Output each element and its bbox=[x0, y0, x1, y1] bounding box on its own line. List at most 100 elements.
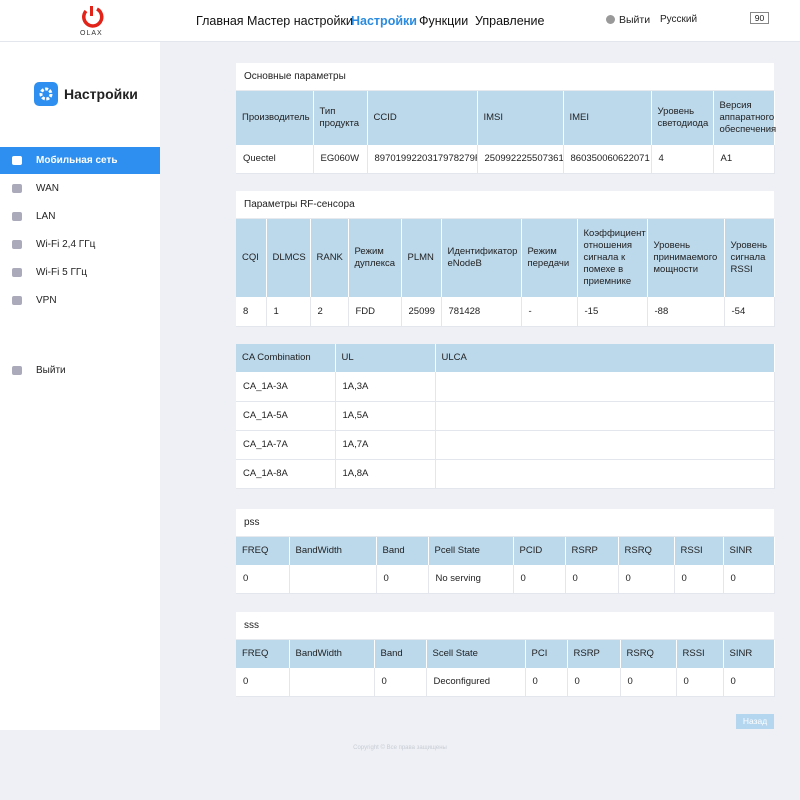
column-header: RSRP bbox=[565, 537, 619, 565]
panel-title: Основные параметры bbox=[236, 63, 774, 91]
column-header: FREQ bbox=[236, 640, 290, 668]
cell: 0 bbox=[676, 668, 724, 697]
nav-item[interactable]: Настройки bbox=[351, 14, 417, 28]
column-header: DLMCS bbox=[266, 219, 311, 297]
row: 8 1 2 FDD 25099 781428- -15 -88 -54 bbox=[236, 297, 775, 327]
nav-item[interactable]: Функции bbox=[419, 14, 469, 28]
sidebar-item[interactable]: WAN bbox=[0, 175, 160, 202]
sidebar-item[interactable]: Wi-Fi 5 ГГц bbox=[0, 259, 160, 286]
cell: 25099 bbox=[401, 297, 442, 327]
icon bbox=[12, 296, 22, 305]
column-header: IMEI bbox=[563, 91, 652, 145]
column-header: CCID bbox=[367, 91, 478, 145]
column-header: Режим передачи bbox=[521, 219, 578, 297]
column-header: Производитель bbox=[236, 91, 314, 145]
label: Выйти bbox=[36, 365, 66, 376]
row: CA_1A-3A 1A,3A bbox=[236, 372, 775, 402]
row: 0 0 Deconfigured 0 0 0 0 0 bbox=[236, 668, 775, 697]
logo-text: OLAX bbox=[80, 30, 103, 37]
nav-item[interactable]: Мастер настройки bbox=[247, 14, 353, 28]
settings-icon bbox=[34, 82, 58, 106]
cell: 0 bbox=[525, 668, 568, 697]
column-header: Band bbox=[374, 640, 427, 668]
column-header: IMSI bbox=[477, 91, 564, 145]
cell: Deconfigured bbox=[426, 668, 526, 697]
label: LAN bbox=[36, 211, 56, 222]
column-header: Уровень принимаемого мощности bbox=[647, 219, 725, 297]
cell: -88 bbox=[647, 297, 725, 327]
label: Мобильная сеть bbox=[36, 155, 118, 166]
panel: Основные параметры Производитель Тип проду… bbox=[236, 63, 776, 174]
column-header: RSRQ bbox=[618, 537, 675, 565]
logout-icon bbox=[606, 15, 615, 24]
table: Производитель Тип продукта CCID IMSI IMEI Уро… bbox=[236, 91, 776, 174]
battery: 90 bbox=[750, 12, 769, 24]
cell: No serving bbox=[428, 565, 514, 594]
cell: FDD bbox=[348, 297, 402, 327]
row: CA_1A-7A 1A,7A bbox=[236, 430, 775, 460]
language[interactable]: Русский bbox=[660, 14, 698, 25]
column-header: BandWidth bbox=[289, 537, 377, 565]
cell: 781428 bbox=[441, 297, 522, 327]
cell: 0 bbox=[236, 565, 290, 594]
cell: 0 bbox=[374, 668, 427, 697]
table: FREQ BandWidth Band Scell State PCI RSRP RSRQ R… bbox=[236, 640, 775, 697]
cell: 1A,5A bbox=[335, 401, 436, 431]
back-button[interactable]: Назад bbox=[736, 714, 774, 729]
label: Wi-Fi 5 ГГц bbox=[36, 267, 87, 278]
sidebar-title: Настройки bbox=[64, 86, 138, 102]
sidebar-logout[interactable]: Выйти bbox=[0, 357, 160, 384]
cell: 0 bbox=[376, 565, 429, 594]
cell: -54 bbox=[724, 297, 775, 327]
sidebar-item[interactable]: Wi-Fi 2,4 ГГц bbox=[0, 231, 160, 258]
cell: EG060W bbox=[313, 145, 368, 174]
sidebar-item[interactable]: LAN bbox=[0, 203, 160, 230]
cell bbox=[289, 565, 377, 594]
header-row: Производитель Тип продукта CCID IMSI IMEI Уро… bbox=[236, 91, 776, 145]
icon bbox=[12, 156, 22, 165]
column-header: Коэффициент отношения сигнала к помехе в… bbox=[577, 219, 648, 297]
column-header: RANK bbox=[310, 219, 349, 297]
logo-icon bbox=[82, 6, 104, 28]
column-header: PLMN bbox=[401, 219, 442, 297]
label: VPN bbox=[36, 295, 57, 306]
cell: -15 bbox=[577, 297, 648, 327]
cell: 0 bbox=[513, 565, 566, 594]
table: CQI DLMCS RANK Режим дуплекса PLMN Идентифика… bbox=[236, 219, 775, 327]
header-row: CQI DLMCS RANK Режим дуплекса PLMN Идентифика… bbox=[236, 219, 775, 297]
cell: 4 bbox=[651, 145, 714, 174]
panel: sss FREQ BandWidth Band Scell State PCI RSRP RS… bbox=[236, 612, 775, 697]
panel: CA Combination UL ULCA CA_1A-3A 1A,3A CA_1A-5… bbox=[236, 344, 775, 489]
panel-title: Параметры RF-сенсора bbox=[236, 191, 774, 219]
column-header: Band bbox=[376, 537, 429, 565]
nav-item[interactable]: Управление bbox=[475, 14, 545, 28]
column-header: CA Combination bbox=[236, 344, 336, 372]
sidebar-item[interactable]: VPN bbox=[0, 287, 160, 314]
icon bbox=[12, 184, 22, 193]
panel-title: pss bbox=[236, 509, 774, 537]
cell: 0 bbox=[723, 668, 775, 697]
column-header: Уровень сигнала RSSI bbox=[724, 219, 775, 297]
sidebar-item[interactable]: Мобильная сеть bbox=[0, 147, 160, 174]
column-header: UL bbox=[335, 344, 436, 372]
column-header: RSRQ bbox=[620, 640, 677, 668]
cell: 0 bbox=[618, 565, 675, 594]
column-header: FREQ bbox=[236, 537, 290, 565]
icon bbox=[12, 240, 22, 249]
row: CA_1A-8A 1A,8A bbox=[236, 459, 775, 489]
cell: CA_1A-5A bbox=[236, 401, 336, 431]
nav-item[interactable]: Главная bbox=[196, 14, 244, 28]
table: CA Combination UL ULCA CA_1A-3A 1A,3A CA_1A-5… bbox=[236, 344, 775, 489]
logout[interactable]: Выйти bbox=[619, 14, 651, 26]
header-row: CA Combination UL ULCA bbox=[236, 344, 775, 372]
label: Wi-Fi 2,4 ГГц bbox=[36, 239, 96, 250]
column-header: Уровень светодиода bbox=[651, 91, 714, 145]
cell bbox=[289, 668, 375, 697]
cell bbox=[435, 401, 775, 431]
cell: Quectel bbox=[236, 145, 314, 174]
cell: 8 bbox=[236, 297, 267, 327]
column-header: RSSI bbox=[674, 537, 724, 565]
column-header: PCI bbox=[525, 640, 568, 668]
row: Quectel EG060W 8970199220317978279F 2509922… bbox=[236, 145, 775, 174]
column-header: Идентификатор eNodeB bbox=[441, 219, 522, 297]
